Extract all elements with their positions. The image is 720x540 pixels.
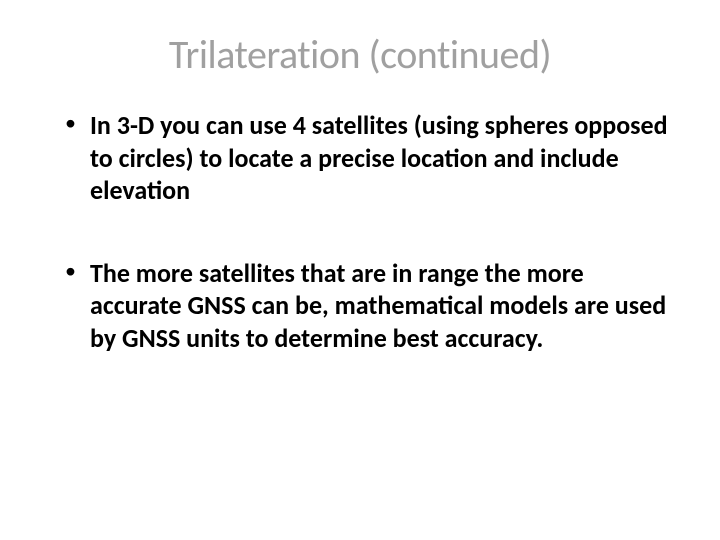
bullet-item: The more satellites that are in range th… bbox=[60, 257, 670, 355]
bullet-item: In 3-D you can use 4 satellites (using s… bbox=[60, 109, 670, 207]
slide-title: Trilateration (continued) bbox=[50, 30, 670, 79]
slide-container: Trilateration (continued) In 3-D you can… bbox=[0, 0, 720, 540]
bullet-list: In 3-D you can use 4 satellites (using s… bbox=[50, 109, 670, 354]
